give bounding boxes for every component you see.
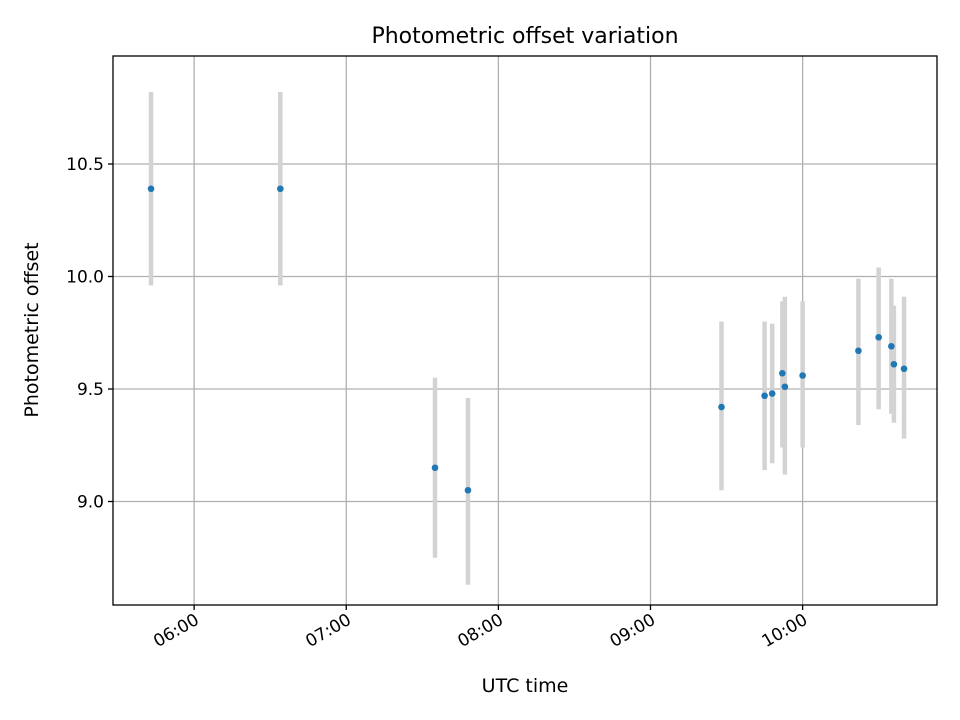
x-axis-label: UTC time [482, 675, 569, 697]
y-tick-label: 10.5 [66, 155, 104, 175]
grid-layer [113, 56, 937, 605]
tick-layer: 06:00 07:00 08:00 09:00 10:00 9.0 9.5 10.0 10.5 [66, 155, 811, 652]
data-point [464, 486, 472, 494]
data-point [900, 365, 908, 373]
errorbar-layer [148, 92, 907, 585]
plot-frame [112, 55, 938, 606]
x-tick-label: 06:00 [150, 610, 202, 652]
data-point [888, 342, 895, 350]
data-point [277, 185, 284, 193]
data-point [875, 333, 882, 341]
y-tick-label: 9.0 [77, 493, 104, 513]
data-point [855, 347, 862, 355]
data-point [147, 185, 155, 193]
data-point [768, 390, 776, 397]
x-tick-label: 07:00 [302, 610, 354, 652]
x-tick-label: 08:00 [454, 610, 506, 652]
data-point [781, 383, 789, 391]
point-layer [147, 185, 908, 494]
y-axis-label: Photometric offset [21, 242, 43, 417]
x-tick-label: 10:00 [759, 610, 811, 652]
data-point [799, 372, 806, 379]
chart-title: Photometric offset variation [371, 24, 678, 49]
data-point [718, 403, 725, 411]
data-point [431, 464, 439, 472]
y-tick-label: 10.0 [66, 268, 104, 288]
data-point [890, 360, 898, 368]
data-point [761, 392, 768, 400]
data-point [779, 369, 786, 377]
y-tick-label: 9.5 [77, 380, 104, 400]
x-tick-label: 09:00 [607, 610, 659, 652]
